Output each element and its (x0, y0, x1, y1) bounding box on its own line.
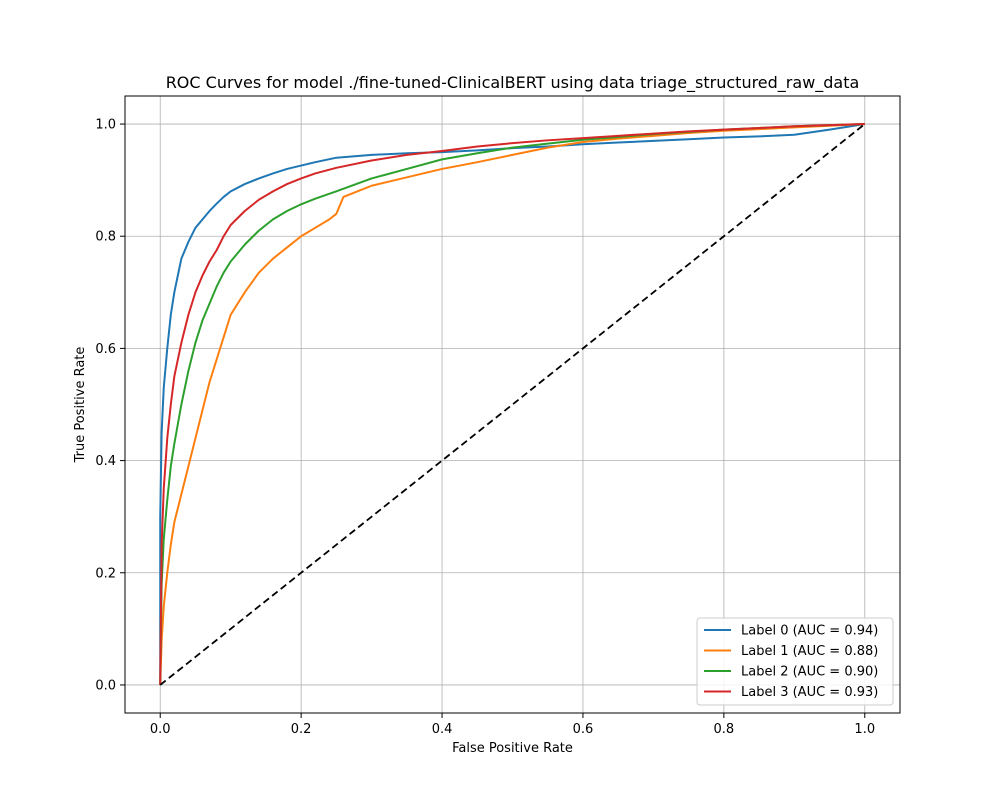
grid (125, 96, 900, 713)
series-line-label-1 (159, 123, 865, 685)
legend-entry-2: Label 2 (AUC = 0.90) (741, 665, 878, 680)
legend-box (696, 617, 894, 706)
x-tick-label: 1.0 (854, 722, 875, 737)
y-tick-label: 0.4 (95, 454, 116, 469)
chance-reference-line (159, 123, 866, 686)
legend-entry-3: Label 3 (AUC = 0.93) (741, 685, 878, 700)
y-tick-label: 0.8 (95, 230, 116, 245)
legend: Label 0 (AUC = 0.94) Label 1 (AUC = 0.88)… (696, 617, 894, 706)
plot-lines (159, 123, 866, 686)
legend-entry-0: Label 0 (AUC = 0.94) (741, 624, 878, 639)
chart-title: ROC Curves for model ./fine-tuned-Clinic… (166, 73, 860, 93)
x-axis-label: False Positive Rate (452, 741, 573, 756)
x-tick-label: 0.0 (150, 722, 171, 737)
series-line-label-3 (159, 123, 865, 685)
y-tick-label: 0.6 (95, 342, 116, 357)
y-tick-label: 0.0 (95, 678, 116, 693)
x-tick-label: 0.2 (291, 722, 312, 737)
legend-entry-1: Label 1 (AUC = 0.88) (741, 644, 878, 659)
y-axis-label: True Positive Rate (73, 347, 88, 464)
y-tick-label: 0.2 (95, 566, 116, 581)
x-tick-label: 0.8 (714, 722, 735, 737)
ticks: 0.0 0.2 0.4 0.6 0.8 1.0 0.0 0.2 0.4 0.6 0.8 1.0 (95, 118, 875, 737)
y-tick-label: 1.0 (95, 118, 116, 133)
x-tick-label: 0.6 (573, 722, 594, 737)
series-line-label-0 (159, 123, 865, 685)
plot-frame (124, 95, 901, 714)
x-tick-label: 0.4 (432, 722, 453, 737)
